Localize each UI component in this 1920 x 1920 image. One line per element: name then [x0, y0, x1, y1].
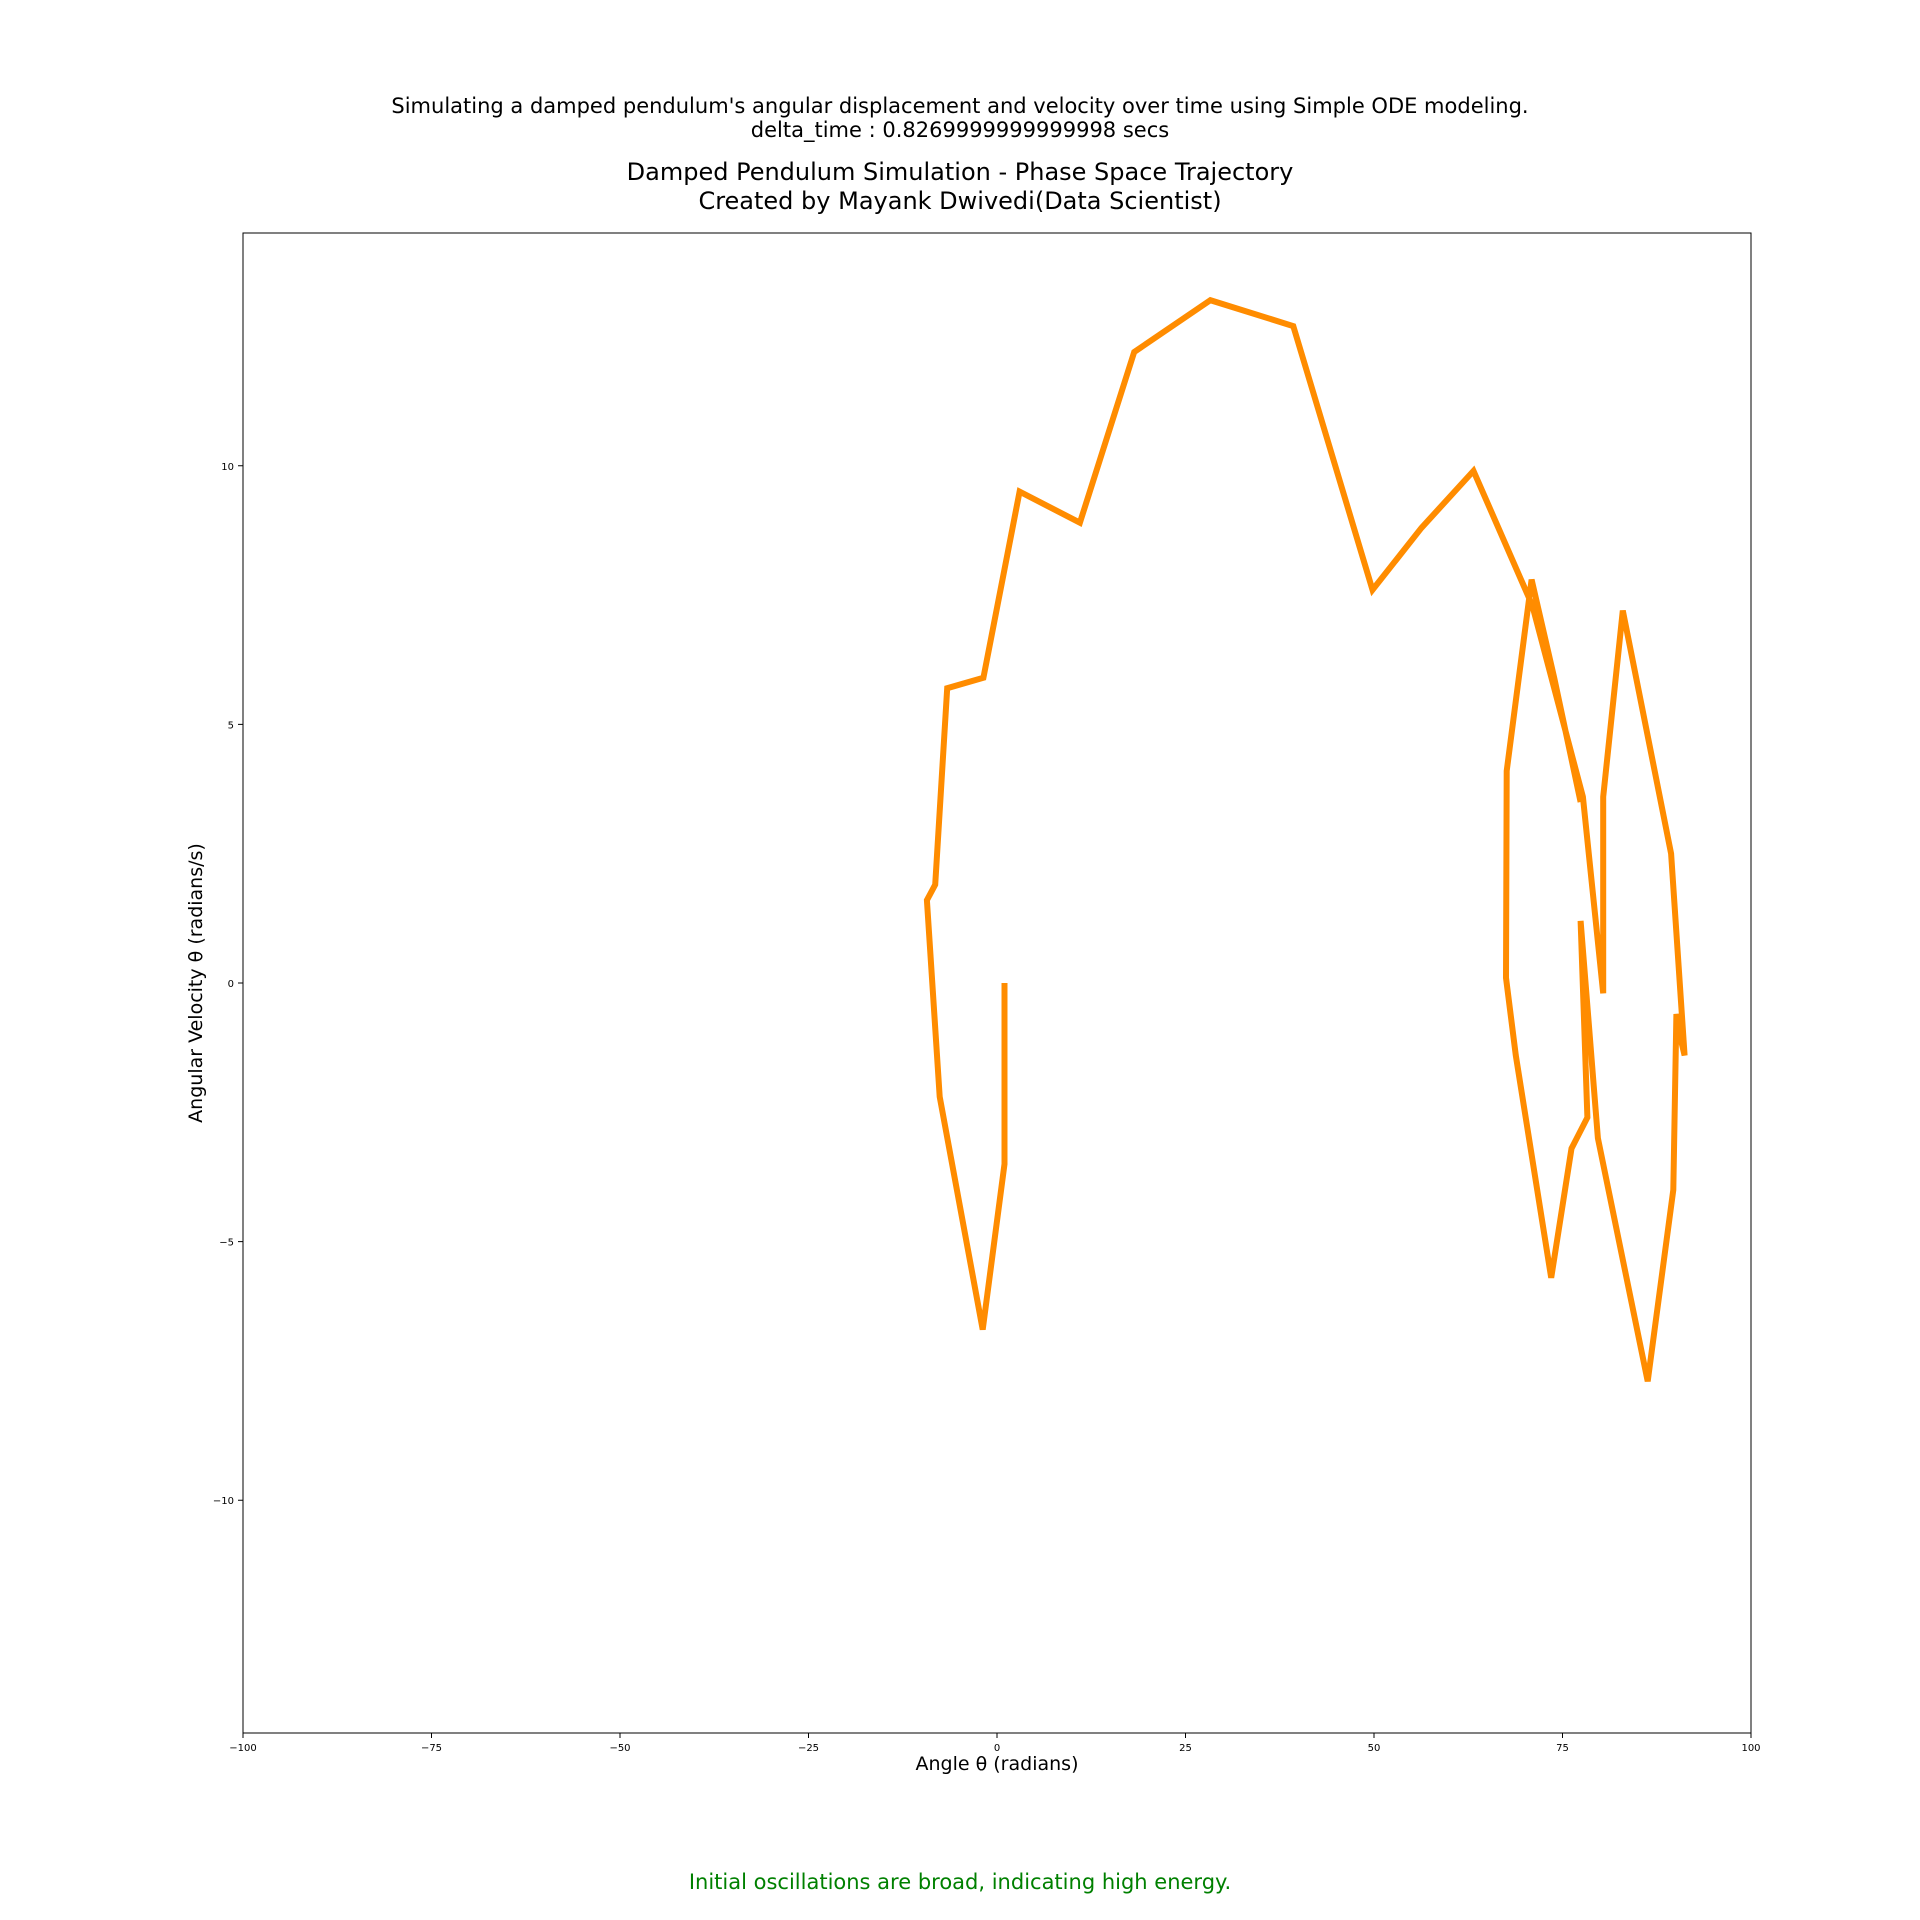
x-tick-label: 75 [1556, 1743, 1569, 1754]
x-tick-label: 25 [1179, 1743, 1192, 1754]
suptitle-line-1: Simulating a damped pendulum's angular d… [391, 94, 1529, 118]
x-tick-label: −100 [229, 1743, 256, 1754]
x-tick-label: 100 [1741, 1743, 1760, 1754]
x-tick-label: 0 [994, 1743, 1000, 1754]
y-tick-label: 10 [221, 462, 234, 473]
chart-title-line-1: Damped Pendulum Simulation - Phase Space… [626, 158, 1294, 186]
y-tick-label: −10 [213, 1496, 234, 1507]
y-tick-label: −5 [219, 1238, 234, 1249]
y-tick-label: 0 [228, 979, 234, 990]
y-axis-ticks: −10 −5 0 5 10 [213, 462, 243, 1507]
y-axis-label: Angular Velocity θ (radians/s) [185, 843, 207, 1123]
y-tick-label: 5 [228, 720, 234, 731]
trajectory-line-series-0 [923, 296, 1688, 1382]
x-tick-label: −25 [798, 1743, 819, 1754]
x-axis-label: Angle θ (radians) [916, 1753, 1079, 1775]
x-tick-label: −75 [421, 1743, 442, 1754]
suptitle-line-2: delta_time : 0.8269999999999998 secs [750, 118, 1170, 142]
x-tick-label: 50 [1368, 1743, 1381, 1754]
annotation-text: Initial oscillations are broad, indicati… [688, 1870, 1232, 1894]
plot-area-frame [242, 232, 1752, 1734]
series-layer [923, 296, 1688, 1382]
x-tick-label: −50 [609, 1743, 630, 1754]
chart-title-line-2: Created by Mayank Dwivedi(Data Scientist… [698, 187, 1222, 215]
x-axis-ticks: −100 −75 −50 −25 0 25 50 75 100 [229, 1733, 1761, 1754]
